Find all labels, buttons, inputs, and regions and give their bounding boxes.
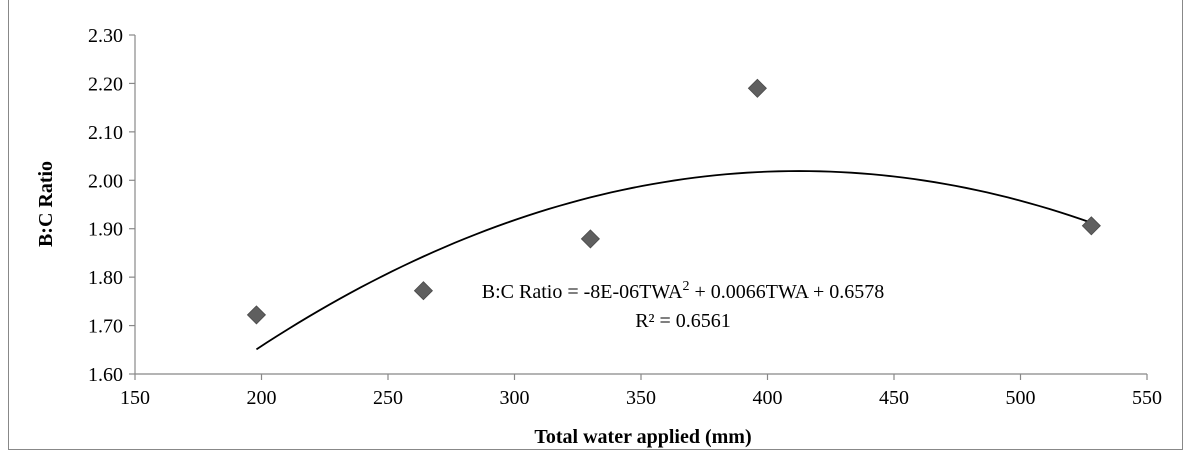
y-axis-title: B:C Ratio <box>35 161 57 247</box>
y-tick-label: 2.00 <box>88 170 123 192</box>
x-tick-label: 200 <box>247 387 277 409</box>
x-tick-label: 150 <box>120 387 150 409</box>
x-tick-label: 250 <box>373 387 403 409</box>
x-tick-group: 150 200 250 300 350 400 450 500 550 <box>120 374 1162 409</box>
chart-frame <box>8 0 1183 450</box>
x-tick-label: 500 <box>1006 387 1036 409</box>
x-tick-label: 450 <box>879 387 909 409</box>
y-tick-label: 2.10 <box>88 122 123 144</box>
y-tick-label: 1.60 <box>88 364 123 386</box>
x-tick-label: 300 <box>500 387 530 409</box>
equation-label: B:C Ratio = -8E-06TWA2 + 0.0066TWA + 0.6… <box>482 279 884 303</box>
y-tick-label: 1.90 <box>88 219 123 241</box>
y-tick-label: 2.30 <box>88 25 123 47</box>
data-point-marker <box>1081 216 1101 236</box>
y-tick-label: 2.20 <box>88 73 123 95</box>
x-tick-label: 400 <box>753 387 783 409</box>
data-point-marker <box>747 78 767 98</box>
x-tick-label: 550 <box>1132 387 1162 409</box>
r-squared-label: R² = 0.6561 <box>635 310 731 332</box>
x-tick-label: 350 <box>626 387 656 409</box>
y-tick-label: 1.70 <box>88 316 123 338</box>
x-axis-title: Total water applied (mm) <box>534 426 751 448</box>
equation-superscript: 2 <box>682 279 689 294</box>
y-tick-label: 1.80 <box>88 267 123 289</box>
equation-suffix: + 0.0066TWA + 0.6578 <box>689 281 884 303</box>
y-tick-group: 1.60 1.70 1.80 1.90 2.00 2.10 2.20 2.30 <box>88 25 135 386</box>
equation-prefix: B:C Ratio = -8E-06TWA <box>482 281 683 303</box>
trendline <box>255 170 1092 351</box>
data-point-marker <box>413 281 433 301</box>
data-point-marker <box>246 305 267 325</box>
data-points <box>246 78 1101 325</box>
data-point-marker <box>580 229 600 249</box>
